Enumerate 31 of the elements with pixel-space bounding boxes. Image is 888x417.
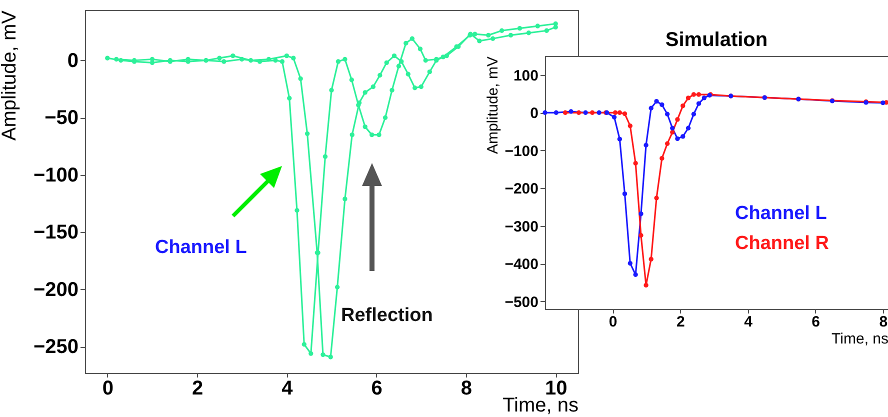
text: Channel L	[735, 203, 828, 224]
x-tick-label: 0	[608, 314, 618, 330]
y-tick-label: −200	[33, 278, 78, 301]
y-tick-label: −100	[504, 142, 538, 160]
x-tick-label: 2	[676, 314, 685, 330]
y-tick-label: −50	[44, 107, 78, 130]
y-tick-label: −250	[33, 336, 78, 358]
y-tick-label: −100	[33, 164, 78, 186]
annotation: Channel L	[155, 237, 248, 258]
y-tick-label: −150	[33, 222, 78, 244]
x-tick-label: 8	[460, 378, 472, 400]
y-axis-title: Amplitude, mV	[484, 56, 502, 154]
y-tick-label: −500	[504, 294, 538, 311]
chart-title: Simulation	[665, 29, 768, 51]
annotation: Reflection	[341, 305, 433, 326]
text: Channel R	[735, 233, 830, 254]
x-axis-title: Time, ns	[832, 330, 888, 348]
y-tick-label: −400	[504, 256, 538, 274]
x-tick-label: 4	[282, 378, 294, 400]
y-axis-title: Amplitude, mV	[0, 10, 20, 141]
x-tick-label: 8	[879, 314, 888, 330]
y-tick-label: 100	[513, 67, 538, 84]
y-tick-label: 0	[530, 105, 538, 122]
x-tick-label: 6	[371, 378, 382, 400]
x-tick-label: 6	[812, 314, 820, 330]
x-tick-label: 0	[102, 378, 114, 400]
x-tick-label: 4	[744, 314, 754, 330]
x-tick-label: 2	[192, 378, 204, 400]
y-tick-label: −200	[504, 180, 538, 198]
y-tick-label: −300	[504, 218, 538, 236]
y-tick-label: 0	[67, 50, 78, 72]
